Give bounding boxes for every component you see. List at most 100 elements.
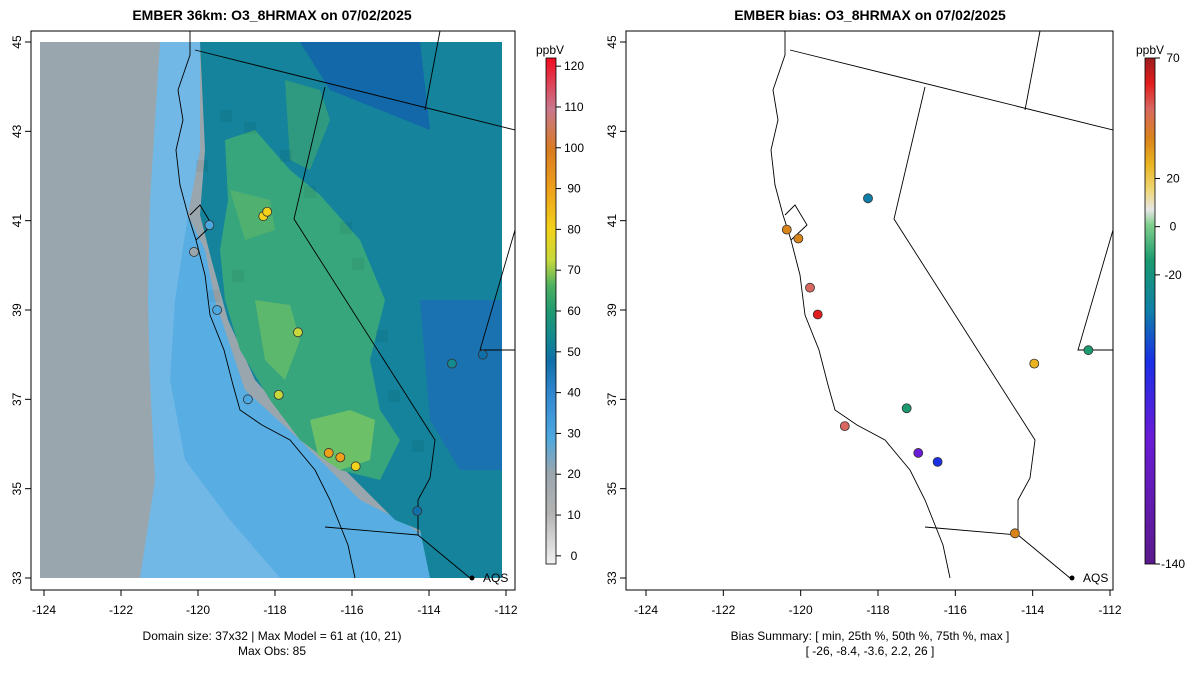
aqs-marker-b (1069, 575, 1075, 581)
hot-green2 (255, 300, 300, 380)
observation-point (242, 394, 253, 405)
colorbar-tick-label: 50 (567, 345, 581, 359)
y-tick-label: 43 (10, 124, 24, 138)
ocean-mid (140, 42, 280, 578)
observation-point (477, 349, 488, 360)
colorbar-tick-label: 20 (1166, 171, 1180, 185)
observation-point (447, 358, 457, 369)
observation-point (293, 327, 303, 338)
colorbar-tick-label: 110 (564, 100, 583, 114)
colorbar-unit-a: ppbV (536, 43, 564, 57)
y-tick-label: 33 (605, 571, 619, 585)
colorbar-ticks-b: 70 20 0 -20 -140 (1155, 51, 1185, 571)
x-tick-label: -118 (866, 603, 889, 617)
x-tick-label: -122 (109, 603, 133, 617)
colorbar-tick-label: 90 (567, 182, 581, 196)
observation-point (323, 448, 334, 458)
y-tick-label: 35 (10, 482, 24, 496)
colorbar-tick-label: 30 (567, 426, 581, 440)
colorbar-tick-label: 70 (1166, 51, 1180, 65)
bias-point (932, 456, 943, 467)
x-tick-label: -114 (1021, 603, 1044, 617)
valley-green2 (285, 80, 330, 170)
x-tick-label: -120 (789, 603, 813, 617)
bias-point (1010, 528, 1020, 539)
observation-point (262, 206, 273, 217)
y-tick-label: 41 (10, 214, 24, 228)
deep-blue (300, 42, 430, 130)
y-tick-label: 33 (10, 571, 24, 585)
x-tick-label: -112 (494, 603, 517, 617)
colorbar-ticks-a: 0 10 20 30 40 50 60 70 80 90 100 110 120 (556, 59, 584, 563)
colorbar-tick-label: 40 (567, 386, 581, 400)
observation-point (204, 220, 215, 231)
x-tick-label: -120 (186, 603, 210, 617)
bias-points-b (781, 193, 1094, 539)
y-tick-label: 39 (605, 303, 619, 317)
bias-point (1029, 358, 1040, 369)
bias-point (793, 233, 804, 244)
panel-model: EMBER 36km: O3_8HRMAX on 07/02/2025 (10, 7, 584, 658)
bias-point (812, 309, 823, 320)
bias-point (1083, 345, 1094, 356)
y-tick-label: 39 (10, 303, 24, 317)
x-tick-label: -116 (944, 603, 967, 617)
footer-a-line1: Domain size: 37x32 | Max Model = 61 at (… (143, 629, 402, 643)
bias-point (839, 421, 850, 432)
colorbar-tick-label: 20 (567, 467, 581, 481)
aqs-marker-a (469, 575, 475, 581)
hot-green3 (230, 190, 275, 240)
map-lines-b (770, 31, 1113, 579)
aqs-label-b: AQS (1083, 571, 1108, 585)
colorbar-tick-label: 10 (567, 508, 581, 522)
x-tick-label: -116 (340, 603, 363, 617)
y-tick-label: 45 (10, 35, 24, 49)
observation-point (412, 506, 423, 516)
colorbar-b (1144, 57, 1156, 565)
colorbar-tick-label: 100 (564, 141, 584, 155)
bias-point (913, 448, 924, 458)
deep-blue-e (420, 300, 502, 470)
y-tick-label: 37 (605, 392, 619, 406)
bias-point (781, 224, 792, 235)
axes-b: -124 -122 -120 -118 -116 -114 -112 33 35 37 39 41 43… (605, 35, 1122, 617)
y-tick-label: 41 (605, 214, 619, 228)
x-tick-label: -118 (263, 603, 286, 617)
model-grid (196, 110, 424, 452)
x-tick-label: -114 (417, 603, 440, 617)
title-a: EMBER 36km: O3_8HRMAX on 07/02/2025 (132, 7, 412, 23)
colorbar-tick-label: -140 (1161, 557, 1185, 571)
colorbar-tick-label: 70 (567, 263, 581, 277)
colorbar-tick-label: 60 (567, 304, 581, 318)
x-tick-label: -124 (634, 603, 658, 617)
colorbar-tick-label: 80 (567, 222, 581, 236)
colorbar-unit-b: ppbV (1136, 43, 1164, 57)
x-tick-label: -122 (711, 603, 735, 617)
ocean-near (140, 42, 460, 578)
observation-point (350, 461, 361, 472)
observation-point (273, 389, 284, 400)
bias-point (805, 282, 815, 293)
colorbar-tick-label: 120 (564, 59, 584, 73)
observation-point (335, 452, 346, 463)
observations-a (189, 206, 488, 516)
y-tick-label: 35 (605, 482, 619, 496)
x-tick-label: -124 (32, 603, 56, 617)
colorbar-a (545, 57, 557, 565)
panel-bias: EMBER bias: O3_8HRMAX on 07/02/2025 -124… (605, 7, 1185, 658)
footer-a-line2: Max Obs: 85 (238, 644, 306, 658)
y-tick-label: 45 (605, 35, 619, 49)
aqs-label-a: AQS (483, 571, 508, 585)
bias-point (863, 193, 873, 204)
plot-frame-b (625, 30, 1114, 591)
y-tick-label: 43 (605, 124, 619, 138)
x-tick-label: -112 (1098, 603, 1121, 617)
title-b: EMBER bias: O3_8HRMAX on 07/02/2025 (734, 7, 1006, 23)
observation-point (212, 305, 223, 315)
observation-point (189, 247, 199, 257)
colorbar-tick-label: 0 (1170, 220, 1177, 234)
colorbar-tick-label: -20 (1164, 268, 1182, 282)
axes-a: -124 -122 -120 -118 -116 -114 -112 33 35 37 39 41 43… (10, 35, 518, 617)
